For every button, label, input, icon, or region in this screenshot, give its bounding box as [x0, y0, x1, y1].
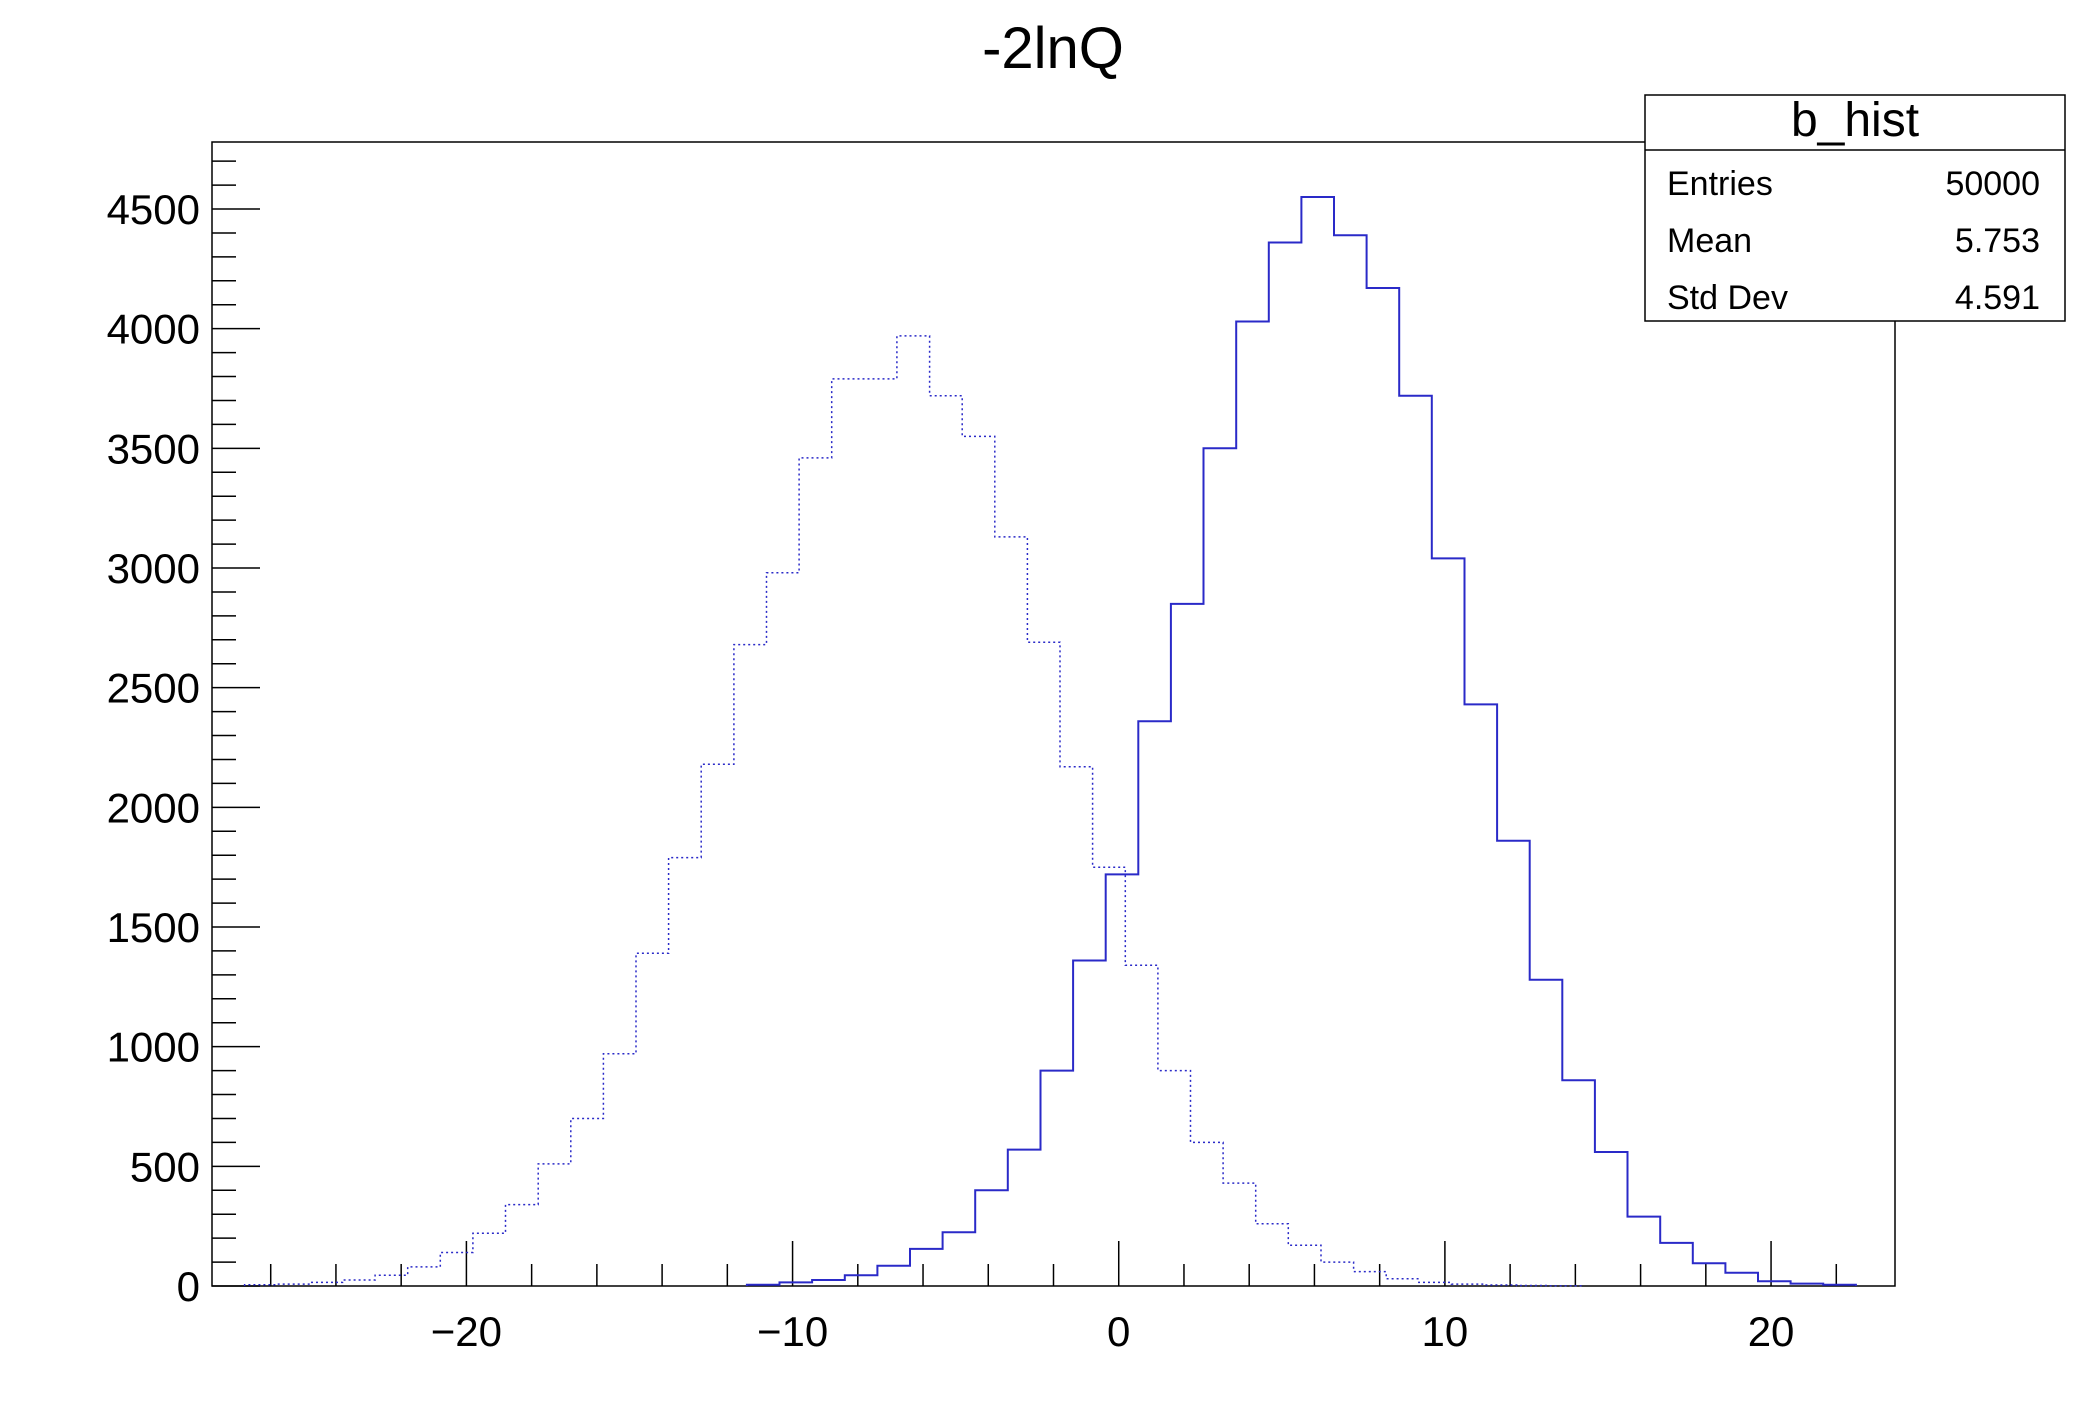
y-tick-label: 3500: [107, 425, 200, 472]
x-axis: −20 −10 0 10 20: [431, 1241, 1795, 1355]
x-axis-minor-ticks: [269, 1264, 1838, 1286]
y-tick-label: 3000: [107, 545, 200, 592]
x-tick-label: 0: [1107, 1308, 1130, 1355]
y-tick-label: 500: [130, 1143, 200, 1190]
histogram-series: [243, 196, 1857, 1287]
y-tick-label: 1500: [107, 904, 200, 951]
histogram-solid-series: [745, 196, 1857, 1286]
plot-frame: [211, 141, 1896, 1287]
y-axis: 0 500 1000 1500 2000 2500 3000 3500 4000 4500: [107, 186, 260, 1310]
y-axis-minor-ticks: [212, 160, 236, 1263]
stats-mean-value: 5.753: [1955, 222, 2040, 260]
stats-stddev-value: 4.591: [1955, 279, 2040, 317]
stats-entries-label: Entries: [1667, 165, 1773, 203]
stats-box: b_hist Entries 50000 Mean 5.753 Std Dev …: [1644, 94, 2066, 322]
y-tick-label: 2000: [107, 784, 200, 831]
histogram-dotted-series: [243, 335, 1583, 1287]
y-tick-label: 1000: [107, 1024, 200, 1071]
stats-entries-value: 50000: [1945, 165, 2040, 203]
stats-box-title: b_hist: [1791, 94, 1919, 147]
chart-title: -2lnQ: [982, 16, 1124, 81]
stats-box-frame: [1644, 94, 2066, 322]
y-tick-label: 2500: [107, 665, 200, 712]
y-tick-label: 4500: [107, 186, 200, 233]
y-tick-label: 0: [177, 1263, 200, 1310]
x-tick-label: 20: [1748, 1308, 1795, 1355]
y-tick-label: 4000: [107, 306, 200, 353]
x-tick-label: −10: [757, 1308, 828, 1355]
stats-stddev-label: Std Dev: [1667, 279, 1788, 317]
x-tick-label: 10: [1422, 1308, 1469, 1355]
stats-mean-label: Mean: [1667, 222, 1752, 260]
x-tick-label: −20: [431, 1308, 502, 1355]
